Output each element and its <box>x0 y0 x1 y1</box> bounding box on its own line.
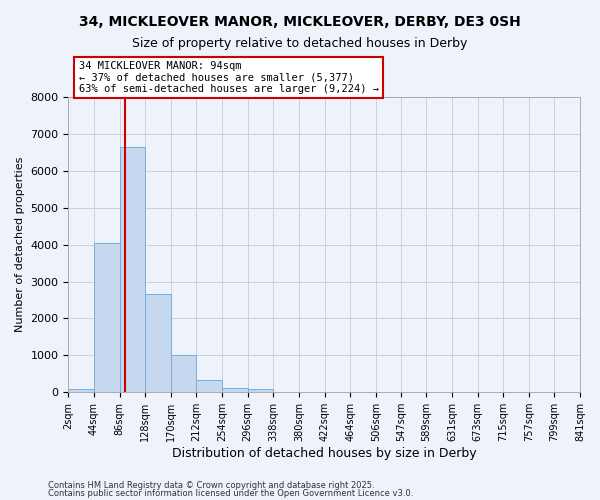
Text: 34, MICKLEOVER MANOR, MICKLEOVER, DERBY, DE3 0SH: 34, MICKLEOVER MANOR, MICKLEOVER, DERBY,… <box>79 15 521 29</box>
Text: Size of property relative to detached houses in Derby: Size of property relative to detached ho… <box>133 38 467 51</box>
Bar <box>171 356 196 392</box>
Text: Contains public sector information licensed under the Open Government Licence v3: Contains public sector information licen… <box>48 489 413 498</box>
Text: Contains HM Land Registry data © Crown copyright and database right 2025.: Contains HM Land Registry data © Crown c… <box>48 480 374 490</box>
Bar <box>196 380 222 392</box>
Text: 34 MICKLEOVER MANOR: 94sqm
← 37% of detached houses are smaller (5,377)
63% of s: 34 MICKLEOVER MANOR: 94sqm ← 37% of deta… <box>79 61 379 94</box>
Bar <box>145 294 171 392</box>
Y-axis label: Number of detached properties: Number of detached properties <box>15 157 25 332</box>
X-axis label: Distribution of detached houses by size in Derby: Distribution of detached houses by size … <box>172 447 476 460</box>
Bar <box>119 147 145 392</box>
Bar <box>248 390 273 392</box>
Bar <box>94 243 119 392</box>
Bar <box>68 390 94 392</box>
Bar <box>222 388 248 392</box>
